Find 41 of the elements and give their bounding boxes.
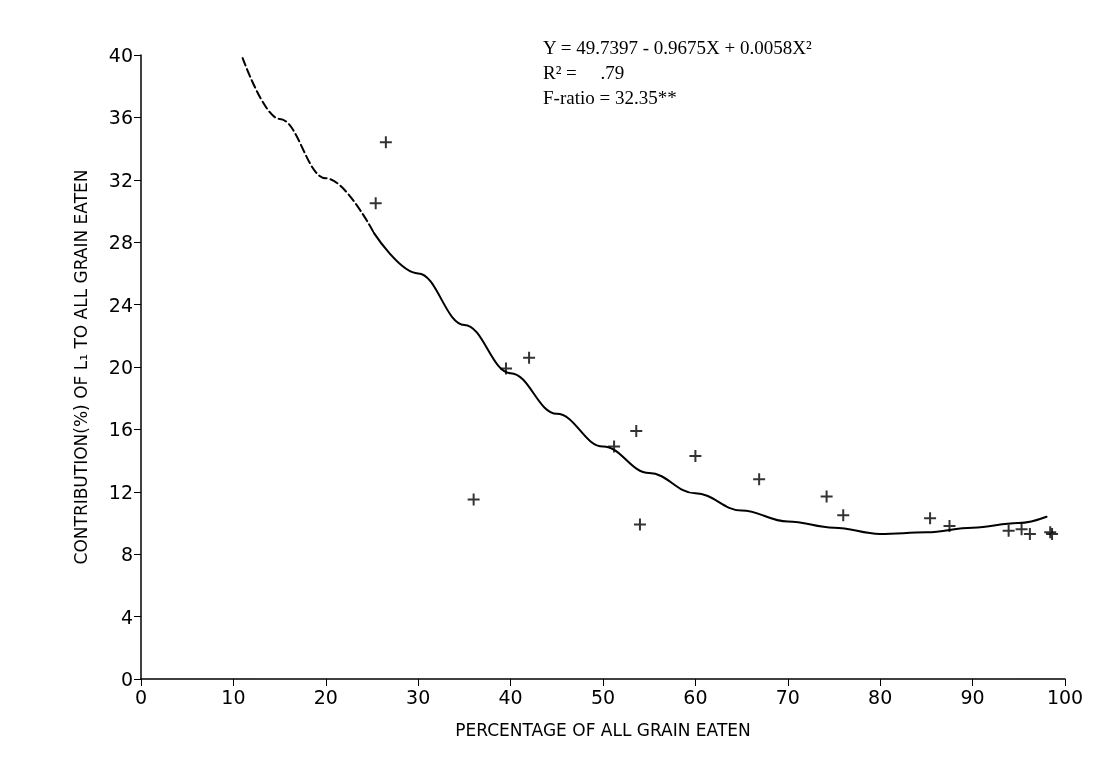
x-tick-label: 20 <box>313 685 338 708</box>
y-tick-label: 12 <box>108 480 133 503</box>
point <box>688 448 703 463</box>
point <box>607 439 622 454</box>
annotation: Y = 49.7397 - 0.9675X + 0.0058X² <box>543 37 812 58</box>
x-axis-title: PERCENTAGE OF ALL GRAIN EATEN <box>455 719 751 740</box>
x-tick-label: 60 <box>683 685 708 708</box>
annotation: R² = .79 <box>543 62 625 83</box>
annotation: F-ratio = 32.35** <box>543 87 677 108</box>
point <box>836 508 851 523</box>
point <box>752 472 767 487</box>
x-tick-label: 30 <box>406 685 431 708</box>
y-tick-label: 16 <box>108 418 133 441</box>
y-tick-label: 0 <box>120 668 133 690</box>
point <box>522 350 537 365</box>
point <box>1001 523 1016 538</box>
point <box>942 519 957 534</box>
x-tick-label: 40 <box>498 685 523 708</box>
x-tick-label: 90 <box>960 685 985 708</box>
point <box>629 423 644 438</box>
y-tick-label: 32 <box>108 168 133 191</box>
x-tick-label: 0 <box>134 685 148 708</box>
y-axis-title: CONTRIBUTION(%) OF L₁ TO ALL GRAIN EATEN <box>70 169 91 565</box>
y-tick-label: 28 <box>108 231 133 254</box>
x-tick-label: 10 <box>221 685 246 708</box>
y-tick-label: 20 <box>108 356 133 378</box>
x-tick-label: 50 <box>590 685 616 708</box>
y-tick-label: 4 <box>120 605 133 628</box>
y-tick-label: 40 <box>108 44 133 66</box>
y-tick-label: 8 <box>120 543 133 566</box>
y-tick-label: 36 <box>108 106 133 129</box>
x-tick-label: 80 <box>868 685 893 708</box>
point <box>368 196 383 211</box>
point <box>632 517 647 532</box>
point <box>923 511 938 526</box>
x-tick-label: 100 <box>1046 685 1084 708</box>
point <box>819 489 834 504</box>
x-tick-label: 70 <box>775 685 800 708</box>
y-tick-label: 24 <box>108 293 133 316</box>
point <box>466 492 481 507</box>
point <box>378 135 393 150</box>
